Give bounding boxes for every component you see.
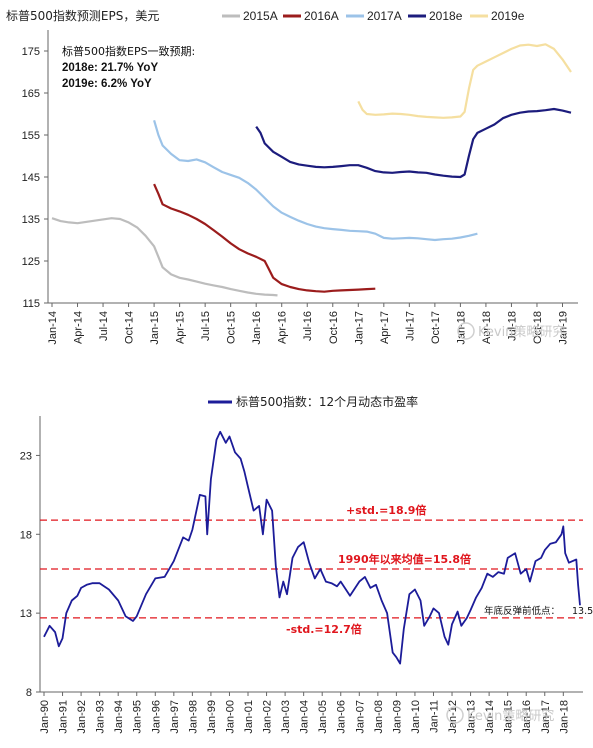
chart1-series-line-2019e — [357, 43, 572, 119]
chart1-x-tick-label: Apr-17 — [379, 311, 391, 344]
chart1-x-tick-label: Jan-18 — [455, 311, 467, 345]
chart2-x-tick-label: Jan-98 — [187, 700, 199, 734]
chart1-y-tick-label: 145 — [22, 172, 40, 184]
chart2-end-value: 13.5 — [572, 606, 593, 617]
chart1-x-tick-label: Oct-14 — [124, 311, 136, 344]
pe-ratio-chart: 标普500指数：12个月动态市盈率 8 13 18 23 Jan-90 Jan-91 Jan… — [20, 394, 593, 734]
chart1-x-tick-label: Apr-16 — [277, 311, 289, 344]
chart1-annotation-title: 标普500指数EPS一致预期: — [62, 44, 195, 58]
chart1-legend: 2015A 2016A 2017A 2018e 2019e — [222, 9, 525, 23]
chart2-x-tick-label: Jan-10 — [410, 700, 422, 734]
chart2-x-tick-label: Jan-14 — [484, 700, 496, 734]
chart1-x-tick-label: Jul-16 — [302, 311, 314, 341]
chart2-x-tick-label: Jan-06 — [336, 700, 348, 734]
chart1-x-tick-label: Apr-14 — [73, 311, 85, 344]
chart2-y-tick-label: 18 — [20, 529, 32, 541]
chart2-y-tick-label: 23 — [20, 450, 32, 462]
chart2-x-tick-label: Jan-96 — [150, 700, 162, 734]
chart2-series-line — [43, 430, 581, 665]
chart1-legend-label: 2016A — [304, 9, 339, 23]
chart2-x-tick-label: Jan-99 — [206, 700, 218, 734]
chart2-x-tick-label: Jan-01 — [243, 700, 255, 734]
eps-forecast-chart: 标普500指数预测EPS，美元 2015A 2016A 2017A 2018e 2019… — [6, 8, 578, 345]
chart1-y-tick-label: 135 — [22, 214, 40, 226]
chart2-x-tick-label: Jan-17 — [540, 700, 552, 734]
chart2-series — [43, 430, 581, 665]
chart2-x-tick-label: Jan-05 — [317, 700, 329, 734]
chart1-x-tick-label: Jan-16 — [251, 311, 263, 345]
chart1-legend-label: 2018e — [429, 9, 463, 23]
chart2-watermark: Kevin策略研究 — [446, 706, 554, 724]
chart1-series-line-2015A — [51, 217, 278, 297]
chart2-x-tick-label: Jan-00 — [224, 700, 236, 734]
chart1-x-tick-label: Jul-15 — [200, 311, 212, 341]
chart2-reference-label: 1990年以来均值=15.8倍 — [338, 552, 471, 566]
chart2-y-tick-label: 13 — [20, 608, 32, 620]
chart1-x-tick-label: Jul-18 — [506, 311, 518, 341]
chart2-x-tick-label: Jan-94 — [113, 700, 125, 734]
chart1-watermark: Kevin策略研究 — [457, 322, 565, 340]
chart1-x-tick-label: Apr-18 — [481, 311, 493, 344]
chart2-end-note: 年底反弹前低点： — [484, 605, 560, 617]
chart1-x-tick-label: Jan-17 — [353, 311, 365, 345]
chart1-axes: 115 125 135 145 155 165 175 Jan-14 Apr-14 Jul-14 O… — [22, 30, 578, 345]
chart1-y-tick-label: 125 — [22, 256, 40, 268]
svg-text:Kevin策略研究: Kevin策略研究 — [478, 324, 565, 340]
chart1-annotation-2019: 2019e: 6.2% YoY — [62, 78, 152, 90]
chart1-series-line-2017A — [153, 119, 478, 242]
chart1-series-line-2016A — [153, 183, 376, 293]
chart2-x-tick-label: Jan-11 — [428, 700, 440, 733]
chart1-title: 标普500指数预测EPS，美元 — [6, 8, 159, 23]
chart2-x-tick-label: Jan-95 — [132, 700, 144, 734]
chart2-x-tick-label: Jan-16 — [521, 700, 533, 734]
chart1-x-tick-label: Oct-18 — [532, 311, 544, 344]
chart1-x-tick-label: Jan-14 — [47, 311, 59, 345]
chart2-axes: 8 13 18 23 Jan-90 Jan-91 Jan-92 Jan-93 Jan-94 Jan… — [20, 416, 583, 734]
chart2-x-tick-label: Jan-09 — [391, 700, 403, 734]
chart2-legend-label: 标普500指数：12个月动态市盈率 — [236, 394, 418, 409]
chart1-y-tick-label: 175 — [22, 46, 40, 58]
chart1-legend-label: 2015A — [243, 9, 278, 23]
chart2-x-tick-label: Jan-03 — [280, 700, 292, 734]
chart2-x-tick-label: Jan-13 — [466, 700, 478, 734]
chart2-x-tick-label: Jan-91 — [58, 700, 70, 734]
svg-text:Kevin策略研究: Kevin策略研究 — [467, 708, 554, 724]
chart2-x-tick-label: Jan-02 — [262, 700, 274, 734]
chart2-x-tick-label: Jan-15 — [503, 700, 515, 734]
chart1-legend-label: 2017A — [367, 9, 402, 23]
chart1-y-tick-label: 115 — [22, 298, 40, 310]
chart2-x-tick-label: Jan-92 — [76, 700, 88, 734]
chart1-x-tick-label: Jan-15 — [149, 311, 161, 345]
chart2-reference-label: -std.=12.7倍 — [286, 622, 362, 636]
chart1-y-tick-label: 165 — [22, 88, 40, 100]
chart1-x-tick-label: Oct-16 — [328, 311, 340, 344]
chart2-x-tick-label: Jan-90 — [39, 700, 51, 734]
chart2-x-tick-label: Jan-08 — [373, 700, 385, 734]
chart2-x-tick-label: Jan-07 — [354, 700, 366, 734]
chart2-reference-lines: +std.=18.9倍 1990年以来均值=15.8倍 -std.=12.7倍 — [40, 503, 583, 636]
chart2-reference-label: +std.=18.9倍 — [346, 503, 426, 517]
chart2-x-tick-label: Jan-97 — [169, 700, 181, 734]
chart2-x-tick-label: Jan-18 — [558, 700, 570, 734]
chart1-x-tick-label: Jul-14 — [98, 311, 110, 341]
chart1-annotation-2018: 2018e: 21.7% YoY — [62, 62, 158, 74]
chart1-y-tick-label: 155 — [22, 130, 40, 142]
chart2-legend: 标普500指数：12个月动态市盈率 — [208, 394, 418, 409]
chart2-x-tick-label: Jan-12 — [447, 700, 459, 734]
chart1-legend-label: 2019e — [491, 9, 525, 23]
chart1-x-tick-label: Jul-17 — [404, 311, 416, 341]
chart1-x-tick-label: Jan-19 — [557, 311, 569, 345]
chart2-y-tick-label: 8 — [26, 687, 32, 699]
chart2-x-tick-label: Jan-93 — [95, 700, 107, 734]
chart2-x-tick-label: Jan-04 — [299, 700, 311, 734]
chart1-series-line-2018e — [255, 107, 572, 179]
chart1-x-tick-label: Oct-17 — [430, 311, 442, 344]
chart1-x-tick-label: Oct-15 — [226, 311, 238, 344]
chart1-x-tick-label: Apr-15 — [175, 311, 187, 344]
chart1-series — [51, 43, 572, 297]
